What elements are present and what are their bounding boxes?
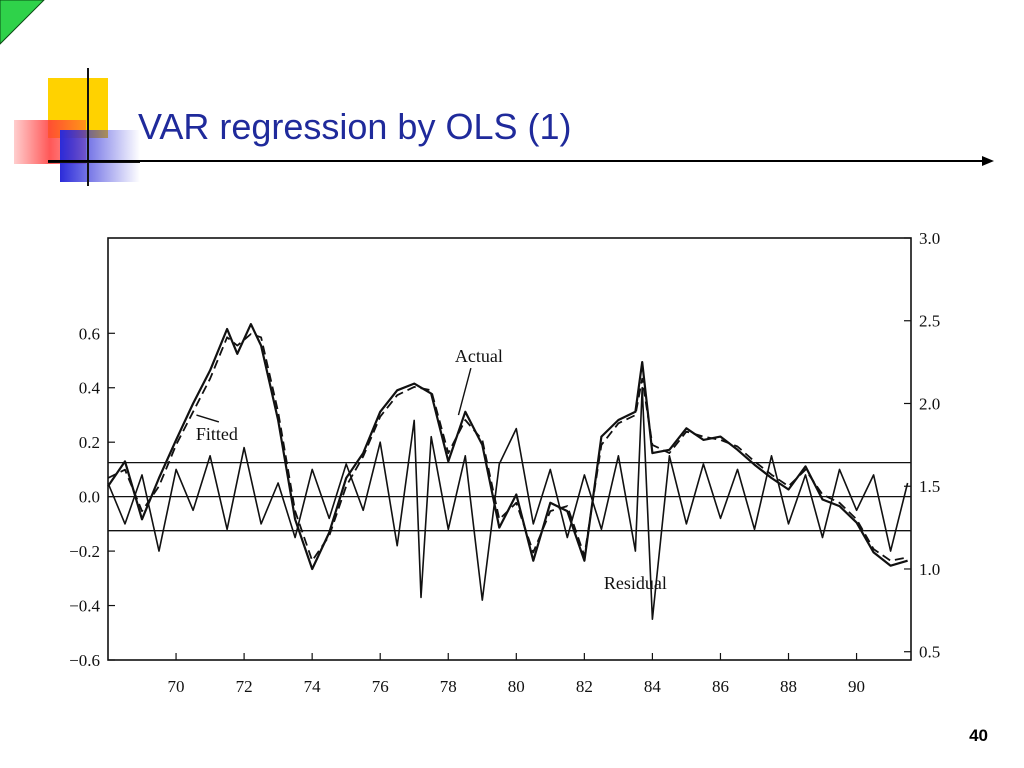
chart-axes	[107, 237, 912, 661]
right-tick-label-0: 3.0	[919, 229, 940, 248]
right-tick-label-5: 0.5	[919, 643, 940, 662]
x-tick-label-70: 70	[168, 677, 185, 696]
annotation-actual: Actual	[455, 346, 503, 366]
x-tick-label-80: 80	[508, 677, 525, 696]
chart-tick-labels: 70 72 74 76 78 80 82 84 86 88 90 0.6 0.4 0.2 0.0 −0.2 −0…	[69, 229, 940, 696]
x-tick-label-82: 82	[576, 677, 593, 696]
x-tick-label-84: 84	[644, 677, 662, 696]
x-tick-label-90: 90	[848, 677, 865, 696]
right-tick-label-2: 2.0	[919, 394, 940, 413]
right-tick-label-1: 2.5	[919, 312, 940, 331]
plot-frame	[107, 237, 912, 661]
title-underline-arrow	[48, 156, 994, 166]
x-tick-label-72: 72	[236, 677, 253, 696]
right-tick-label-4: 1.0	[919, 560, 940, 579]
series-line-residual	[107, 386, 909, 621]
chart-annotations: Actual Fitted Residual	[196, 346, 667, 593]
annotation-leader-fitted	[196, 414, 220, 423]
left-tick-label-5: −0.4	[69, 597, 100, 616]
left-tick-label-6: −0.6	[69, 651, 100, 670]
chart-series	[107, 322, 909, 621]
x-tick-label-88: 88	[780, 677, 797, 696]
left-tick-label-0: 0.6	[79, 324, 100, 343]
var-regression-chart: 70 72 74 76 78 80 82 84 86 88 90 0.6 0.4 0.2 0.0 −0.2 −0…	[69, 229, 940, 696]
right-tick-label-3: 1.5	[919, 477, 940, 496]
annotation-leader-actual	[457, 367, 472, 416]
x-tick-label-74: 74	[304, 677, 322, 696]
x-tick-label-86: 86	[712, 677, 729, 696]
page-title: VAR regression by OLS (1)	[138, 106, 572, 147]
left-tick-label-3: 0.0	[79, 488, 100, 507]
x-tick-label-78: 78	[440, 677, 457, 696]
annotation-fitted: Fitted	[196, 424, 238, 444]
annotation-residual: Residual	[604, 573, 667, 593]
corner-triangle-decoration	[0, 0, 45, 45]
left-tick-label-1: 0.4	[79, 379, 101, 398]
left-tick-label-4: −0.2	[69, 542, 100, 561]
x-tick-label-76: 76	[372, 677, 389, 696]
page-number: 40	[969, 726, 988, 745]
series-line-fitted	[107, 333, 908, 562]
left-tick-label-2: 0.2	[79, 433, 100, 452]
